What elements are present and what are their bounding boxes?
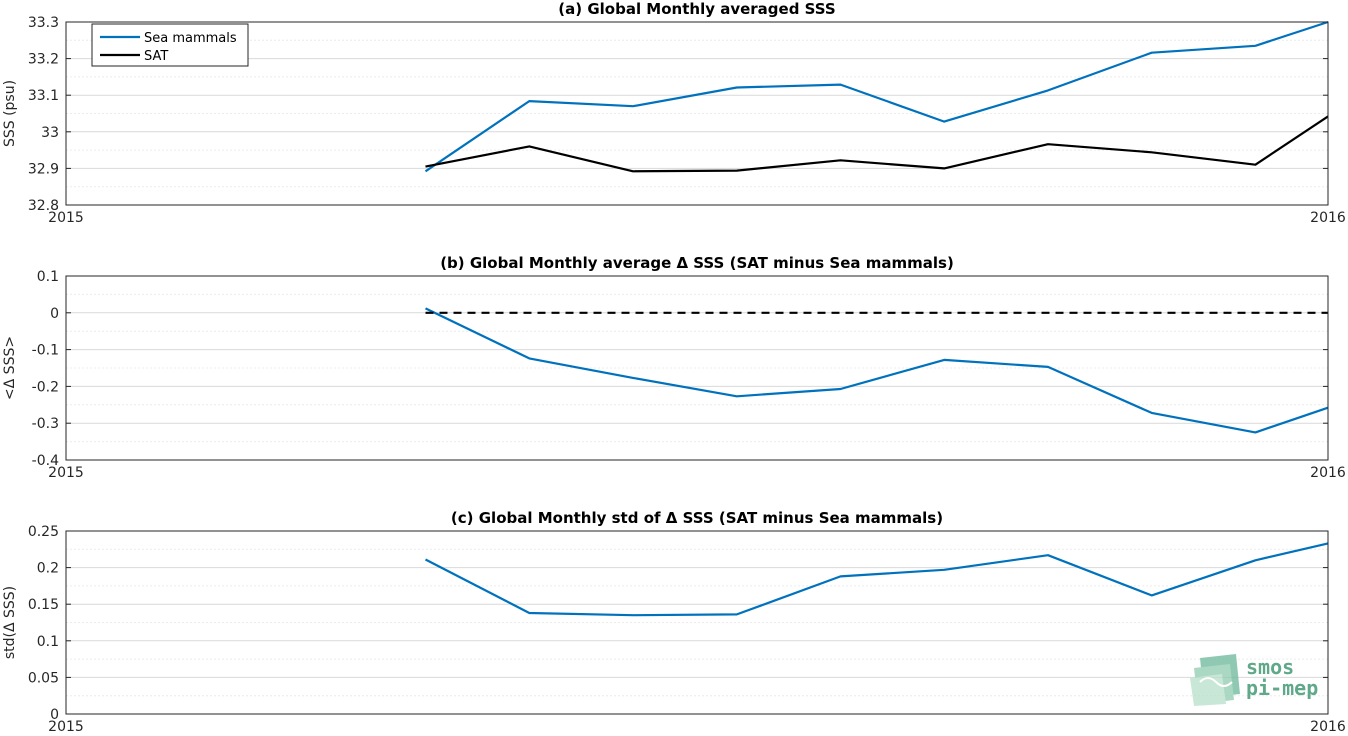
series-line-sea-mammals: [424, 20, 1329, 173]
series-line-delta-sss: [425, 307, 1329, 434]
logo-text-line2: pi-mep: [1246, 676, 1318, 700]
x-tick-label: 2015: [48, 210, 84, 226]
y-tick-label: 0.15: [28, 597, 59, 613]
logo-wave-graphic: [1190, 654, 1240, 706]
series-line-sat: [425, 115, 1329, 173]
y-tick-label: 0.25: [28, 524, 59, 540]
y-tick-label: 0: [50, 306, 59, 322]
chart-panel-a: 32.8 32.9 33 33.1 33.2 33.3 2015 2016 (a) Global…: [2, 0, 1346, 226]
axes-frame: [65, 530, 1329, 715]
x-tick-label: 2015: [48, 465, 84, 481]
x-tick-label: 2016: [1310, 210, 1346, 226]
y-tick-label: 33.1: [28, 88, 59, 104]
plot-area: [66, 276, 1328, 460]
chart-panel-c: 0 0.05 0.1 0.15 0.2 0.25 2015 2016 (c) Global Mo…: [2, 509, 1346, 735]
chart-title: (b) Global Monthly average Δ SSS (SAT mi…: [440, 254, 954, 272]
chart-panel-b: -0.4 -0.3 -0.2 -0.1 0 0.1 2015 2016 (b) Global M…: [2, 254, 1346, 481]
series-line-delta-sss: [424, 542, 1329, 617]
y-tick-label: -0.4: [32, 453, 59, 469]
y-tick-label: -0.2: [32, 379, 59, 395]
y-tick-label: 0.1: [37, 634, 59, 650]
y-tick-label: -0.1: [32, 343, 59, 359]
y-tick-label: 33.3: [28, 15, 59, 31]
y-tick-label: 33.2: [28, 52, 59, 68]
x-tick-label: 2016: [1310, 719, 1346, 735]
y-tick-label: 0.2: [37, 561, 59, 577]
smos-pi-mep-logo: smos pi-mep: [1190, 654, 1318, 706]
plot-area: [66, 531, 1328, 714]
y-tick-label: 32.9: [28, 161, 59, 177]
y-tick-label: 0: [50, 707, 59, 723]
y-axis-label: <Δ SSS>: [2, 336, 18, 400]
x-tick-label: 2015: [48, 719, 84, 735]
axes-frame: [65, 21, 1329, 206]
legend: Sea mammals SAT: [91, 23, 249, 67]
plot-area: [66, 22, 1328, 205]
y-tick-label: 0.05: [28, 670, 59, 686]
legend-entry: SAT: [144, 49, 168, 64]
y-tick-label: 0.1: [37, 269, 59, 285]
legend-entry: Sea mammals: [144, 31, 237, 46]
chart-title: (c) Global Monthly std of Δ SSS (SAT min…: [451, 509, 943, 527]
x-tick-label: 2016: [1310, 465, 1346, 481]
y-tick-label: 32.8: [28, 198, 59, 214]
legend-box: [91, 23, 249, 67]
y-tick-label: 33: [41, 125, 59, 141]
y-tick-label: -0.3: [32, 416, 59, 432]
logo-text-line1: smos: [1246, 655, 1294, 679]
axes-frame: [65, 275, 1329, 461]
chart-title: (a) Global Monthly averaged SSS: [558, 0, 835, 18]
y-axis-label: SSS (psu): [2, 80, 18, 147]
y-axis-label: std(Δ SSS): [2, 586, 18, 659]
